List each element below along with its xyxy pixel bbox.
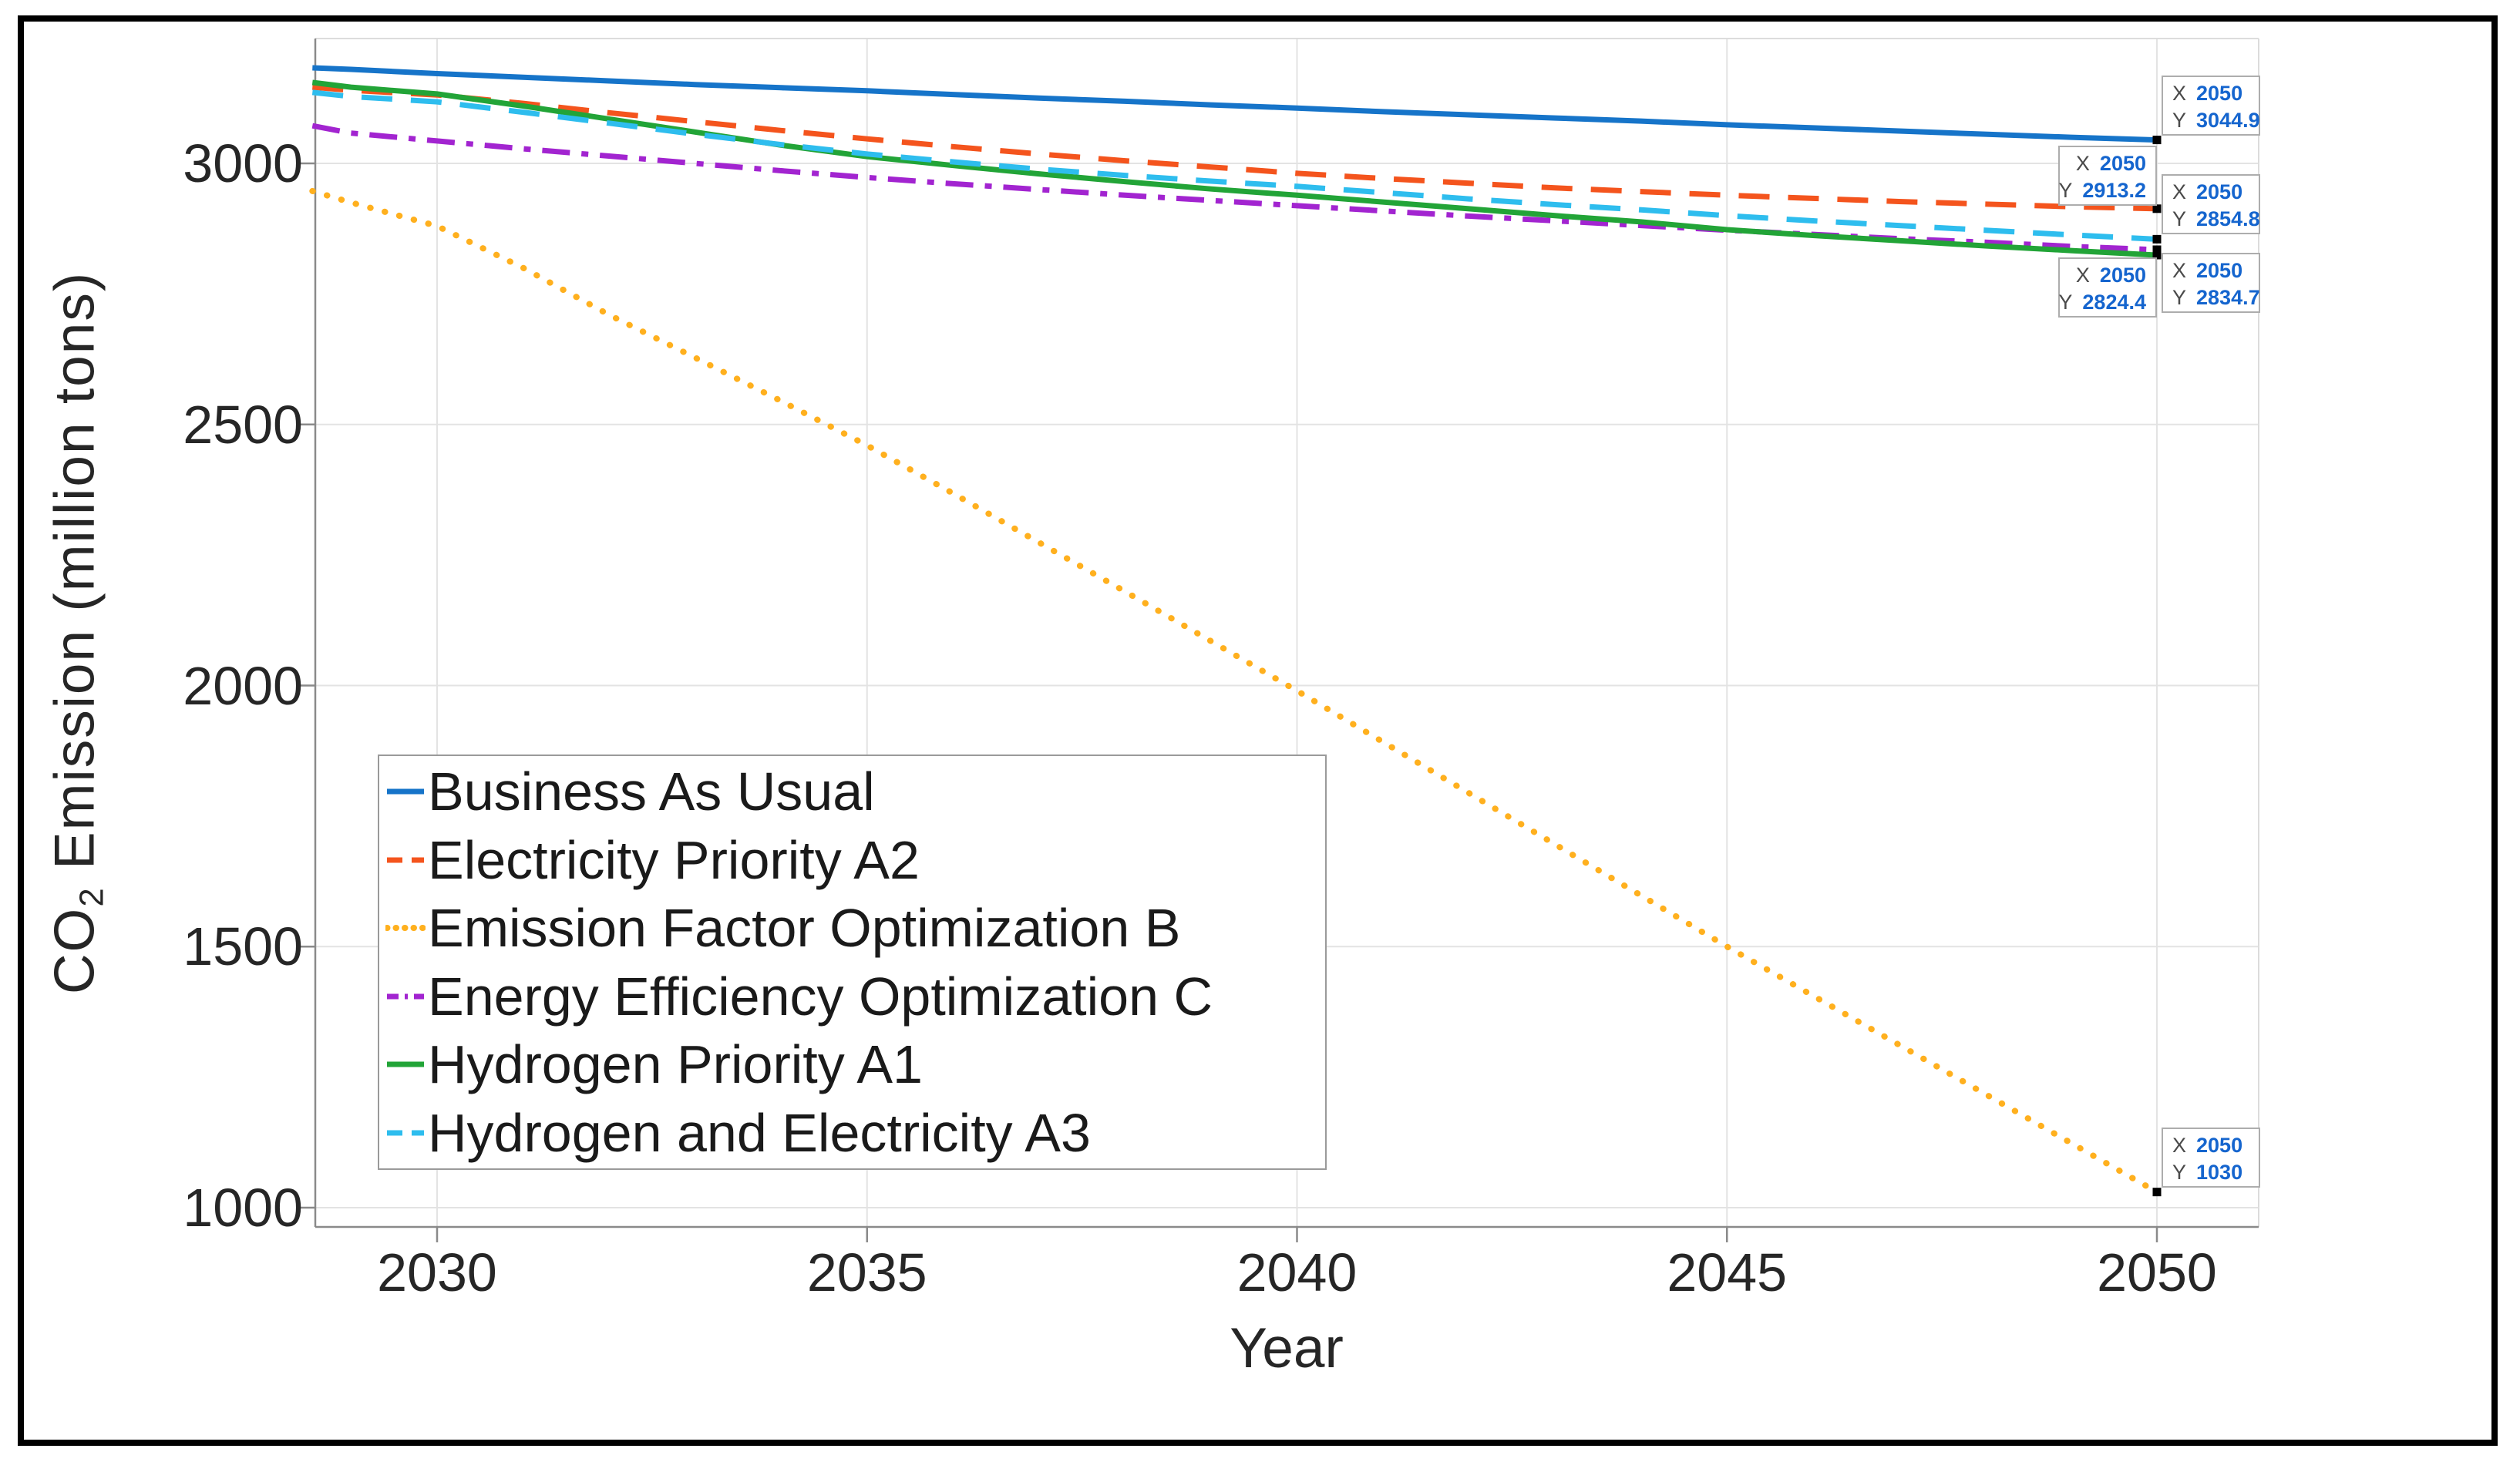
legend-item-c[interactable]: Energy Efficiency Optimization C: [379, 963, 1325, 1030]
datatip-a1-2050[interactable]: X 2050 Y 2824.4: [2058, 257, 2157, 318]
legend-item-label: Business As Usual: [428, 761, 875, 822]
legend-line-sample-dashed-cyan: [387, 1130, 424, 1136]
y-tick-label: 1000: [183, 1178, 303, 1238]
legend-item-label: Hydrogen Priority A1: [428, 1034, 923, 1095]
legend-item-b[interactable]: Emission Factor Optimization B: [379, 895, 1325, 961]
datatip-a2-2050[interactable]: X 2050 Y 2913.2: [2058, 145, 2157, 206]
y-axis-label: CO2 Emission (million tons): [43, 271, 111, 995]
legend-line-sample-solid-green: [387, 1061, 424, 1067]
y-tick-label: 2500: [183, 394, 303, 455]
legend-line-sample-dotted-yellow: [385, 925, 426, 932]
datatip-b-2050[interactable]: X 2050 Y 1030: [2162, 1127, 2260, 1188]
legend-item-a1[interactable]: Hydrogen Priority A1: [379, 1031, 1325, 1097]
legend-line-sample-dashdot-purple: [387, 993, 424, 1000]
y-tick-label: 3000: [183, 133, 303, 193]
y-tick-label: 2000: [183, 655, 303, 716]
x-tick-label: 2040: [1236, 1242, 1358, 1302]
legend-line-sample-dashed-orange: [387, 857, 424, 863]
x-tick-label: 2035: [806, 1242, 927, 1302]
legend-item-bau[interactable]: Business As Usual: [379, 758, 1325, 825]
datatip-c-2050[interactable]: X 2050 Y 2834.7: [2162, 252, 2260, 313]
y-tick-label: 1500: [183, 916, 303, 977]
legend[interactable]: Business As Usual Electricity Priority A…: [378, 755, 1327, 1170]
legend-item-a2[interactable]: Electricity Priority A2: [379, 827, 1325, 893]
legend-item-label: Hydrogen and Electricity A3: [428, 1102, 1091, 1163]
x-axis-label: Year: [1230, 1317, 1344, 1380]
legend-line-sample-solid-blue: [387, 788, 424, 795]
x-tick-label: 2030: [377, 1242, 497, 1302]
legend-item-label: Emission Factor Optimization B: [428, 898, 1181, 959]
legend-item-label: Electricity Priority A2: [428, 829, 920, 890]
datatip-bau-2050[interactable]: X 2050 Y 3044.9: [2162, 75, 2260, 136]
legend-item-label: Energy Efficiency Optimization C: [428, 966, 1213, 1027]
legend-item-a3[interactable]: Hydrogen and Electricity A3: [379, 1100, 1325, 1166]
x-tick-label: 2050: [2097, 1242, 2217, 1302]
datatip-a3-2050[interactable]: X 2050 Y 2854.8: [2162, 174, 2260, 235]
x-tick-label: 2045: [1667, 1242, 1788, 1302]
